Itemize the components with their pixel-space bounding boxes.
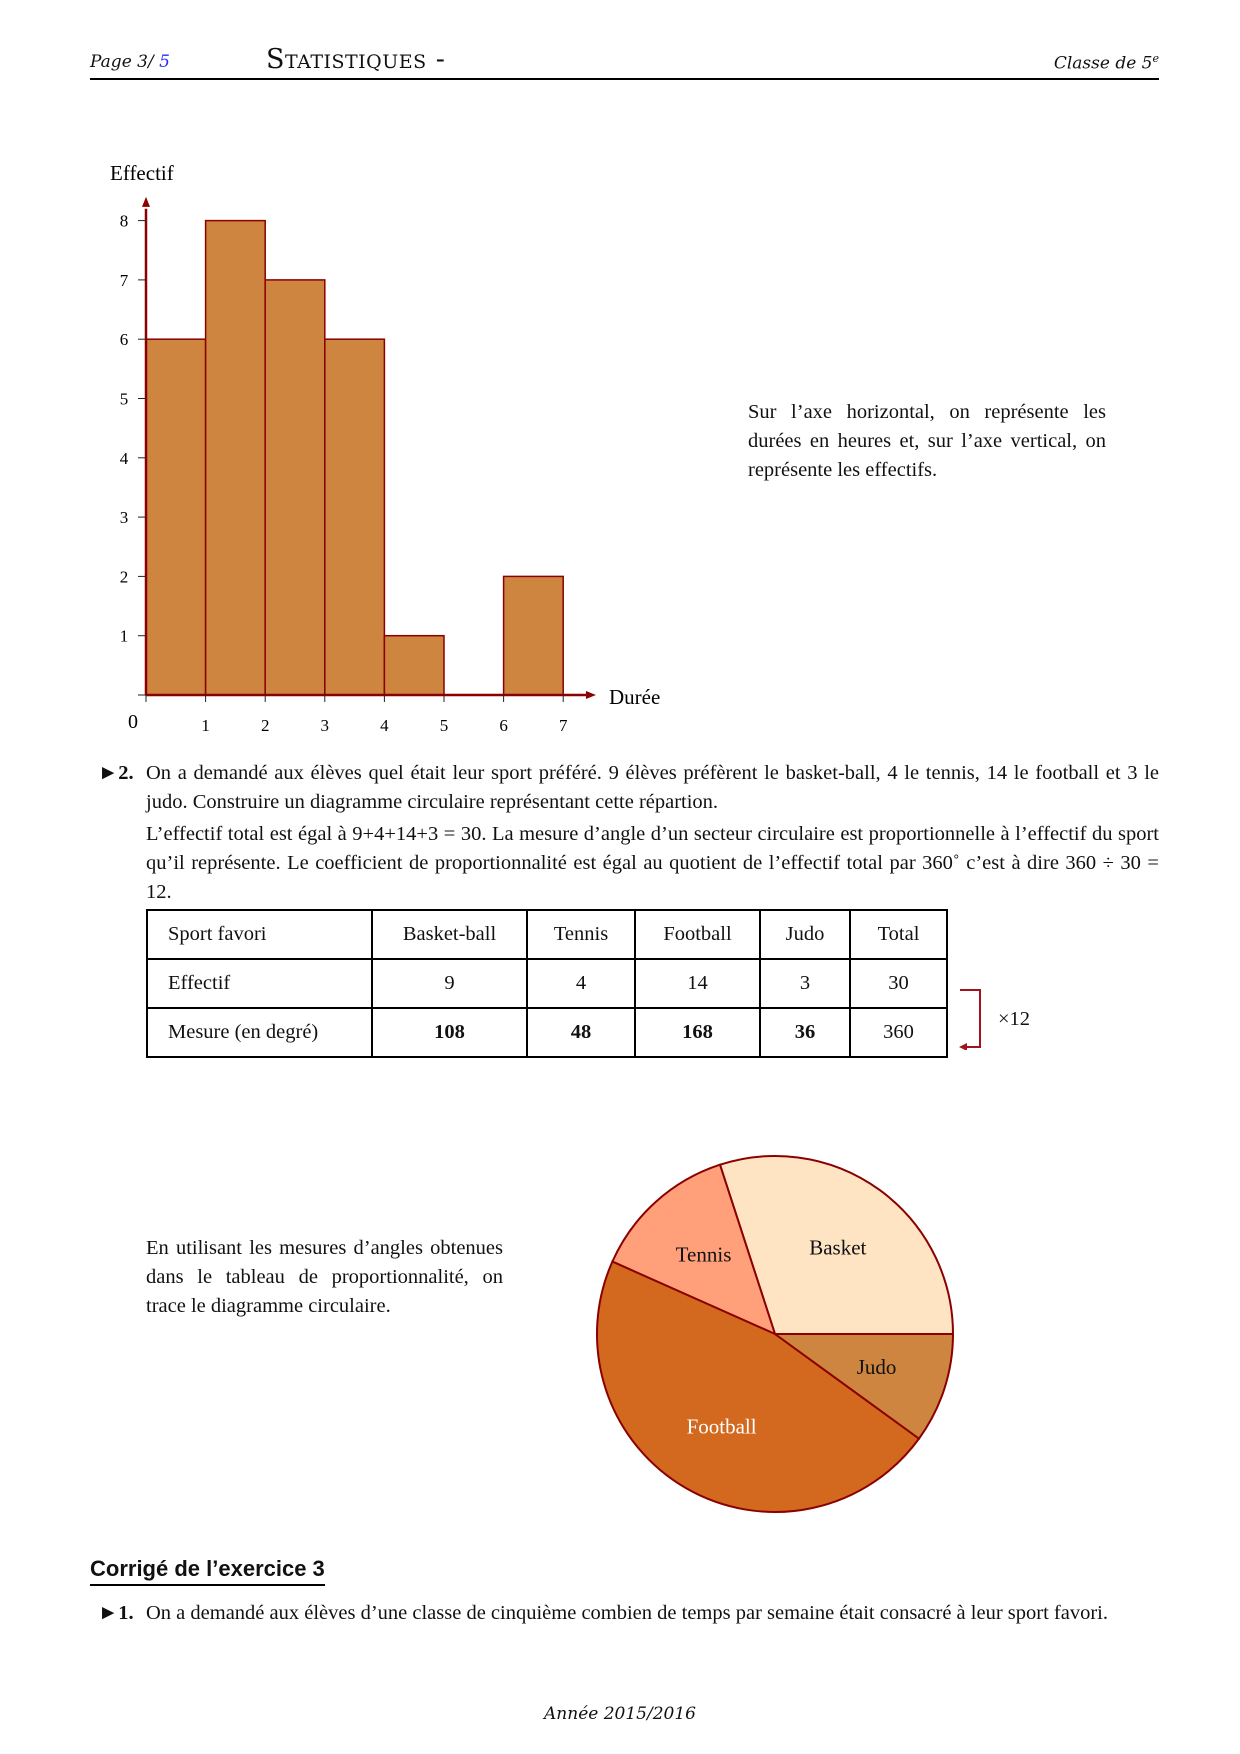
header-rule xyxy=(90,78,1159,80)
histogram-bar xyxy=(324,338,386,696)
y-tick-label: 6 xyxy=(120,330,129,349)
table-cell: Tennis xyxy=(526,909,636,960)
corrige-heading: Corrigé de l’exercice 3 xyxy=(90,1556,325,1586)
table-cell: 168 xyxy=(634,1007,761,1058)
table-cell: 9 xyxy=(371,958,528,1009)
pie-label: Judo xyxy=(857,1355,897,1379)
x-axis-arrow-icon xyxy=(585,691,596,699)
table-cell: 36 xyxy=(759,1007,851,1058)
table-cell: 4 xyxy=(526,958,636,1009)
x-tick-label: 4 xyxy=(380,716,389,735)
table-row: Effectif 9 4 14 3 30 xyxy=(146,958,948,1009)
table-cell: 30 xyxy=(849,958,948,1009)
table-cell: Football xyxy=(634,909,761,960)
page-number: Page 3/ 5 xyxy=(90,52,170,72)
proportionality-table: Sport favori Basket-ball Tennis Football… xyxy=(146,909,948,1058)
footer-year: Année 2015/2016 xyxy=(544,1704,696,1724)
histogram-bar xyxy=(204,219,266,696)
pie-chart: Basket Tennis Football Judo xyxy=(596,1155,955,1514)
pie-slice-judo xyxy=(771,1333,955,1441)
table-cell: Mesure (en degré) xyxy=(146,1007,373,1058)
class-text: Classe de 5 xyxy=(1053,53,1153,74)
class-label: Classe de 5e xyxy=(1054,52,1159,74)
y-axis-arrow-icon xyxy=(142,196,150,207)
class-sup: e xyxy=(1152,52,1159,65)
question-2-marker: ►2. xyxy=(98,762,134,784)
table-header-row: Sport favori Basket-ball Tennis Football… xyxy=(146,909,948,960)
table-cell: 3 xyxy=(759,958,851,1009)
page-total-link[interactable]: 5 xyxy=(159,52,170,72)
table-cell: 108 xyxy=(371,1007,528,1058)
table-cell: Effectif xyxy=(146,958,373,1009)
histogram-bar xyxy=(383,634,445,696)
x-tick-label: 7 xyxy=(559,716,568,735)
histogram-chart: Effectif Durée 0 1 2 3 4 5 6 7 1 2 3 4 5 6 7 8 xyxy=(110,161,660,735)
y-tick-label: 1 xyxy=(120,627,129,646)
multiplier-label: ×12 xyxy=(998,1008,1031,1030)
table-cell: Sport favori xyxy=(146,909,373,960)
pie-label: Basket xyxy=(809,1236,866,1260)
x-tick-label: 2 xyxy=(261,716,270,735)
histogram-bar xyxy=(145,338,207,696)
x-tick-label: 3 xyxy=(321,716,330,735)
question-2-statement: On a demandé aux élèves quel était leur … xyxy=(146,762,1159,813)
table-cell: 48 xyxy=(526,1007,636,1058)
y-tick-label: 2 xyxy=(120,567,129,586)
y-tick-label: 4 xyxy=(120,449,129,468)
pie-slice-tennis xyxy=(611,1163,777,1336)
pie-slice-basket xyxy=(718,1155,955,1335)
table-cell: Total xyxy=(849,909,948,960)
histogram-note: Sur l’axe horizontal, on représente les … xyxy=(748,401,1106,481)
table-cell: Judo xyxy=(759,909,851,960)
x-tick-label: 1 xyxy=(201,716,210,735)
question-2-explanation: L’effectif total est égal à 9+4+14+3 = 3… xyxy=(146,823,1159,903)
y-tick-label: 7 xyxy=(120,271,129,290)
table-cell: Basket-ball xyxy=(371,909,528,960)
x-axis-label: Durée xyxy=(609,685,660,709)
document-title: Statistiques - xyxy=(266,44,446,75)
pie-label: Football xyxy=(687,1414,757,1438)
pie-slice-football xyxy=(596,1260,921,1514)
table-cell: 14 xyxy=(634,958,761,1009)
pie-note: En utilisant les mesures d’angles obtenu… xyxy=(146,1237,503,1317)
x-tick-label: 5 xyxy=(440,716,449,735)
question-1-marker: ►1. xyxy=(98,1602,134,1624)
origin-label: 0 xyxy=(128,711,138,733)
y-tick-label: 5 xyxy=(120,390,129,409)
x-tick-label: 6 xyxy=(499,716,508,735)
table-row: Mesure (en degré) 108 48 168 36 360 xyxy=(146,1007,948,1058)
histogram-bar xyxy=(502,575,564,696)
y-tick-label: 8 xyxy=(120,212,129,231)
pie-label: Tennis xyxy=(676,1243,732,1267)
y-axis-label: Effectif xyxy=(110,161,174,185)
multiplier-arrow-icon xyxy=(959,989,981,1050)
histogram-bar xyxy=(264,279,326,696)
y-tick-label: 3 xyxy=(120,508,129,527)
table-cell: 360 xyxy=(849,1007,948,1058)
question-1-text: On a demandé aux élèves d’une classe de … xyxy=(146,1602,1108,1624)
page-label: Page 3/ xyxy=(90,52,154,72)
